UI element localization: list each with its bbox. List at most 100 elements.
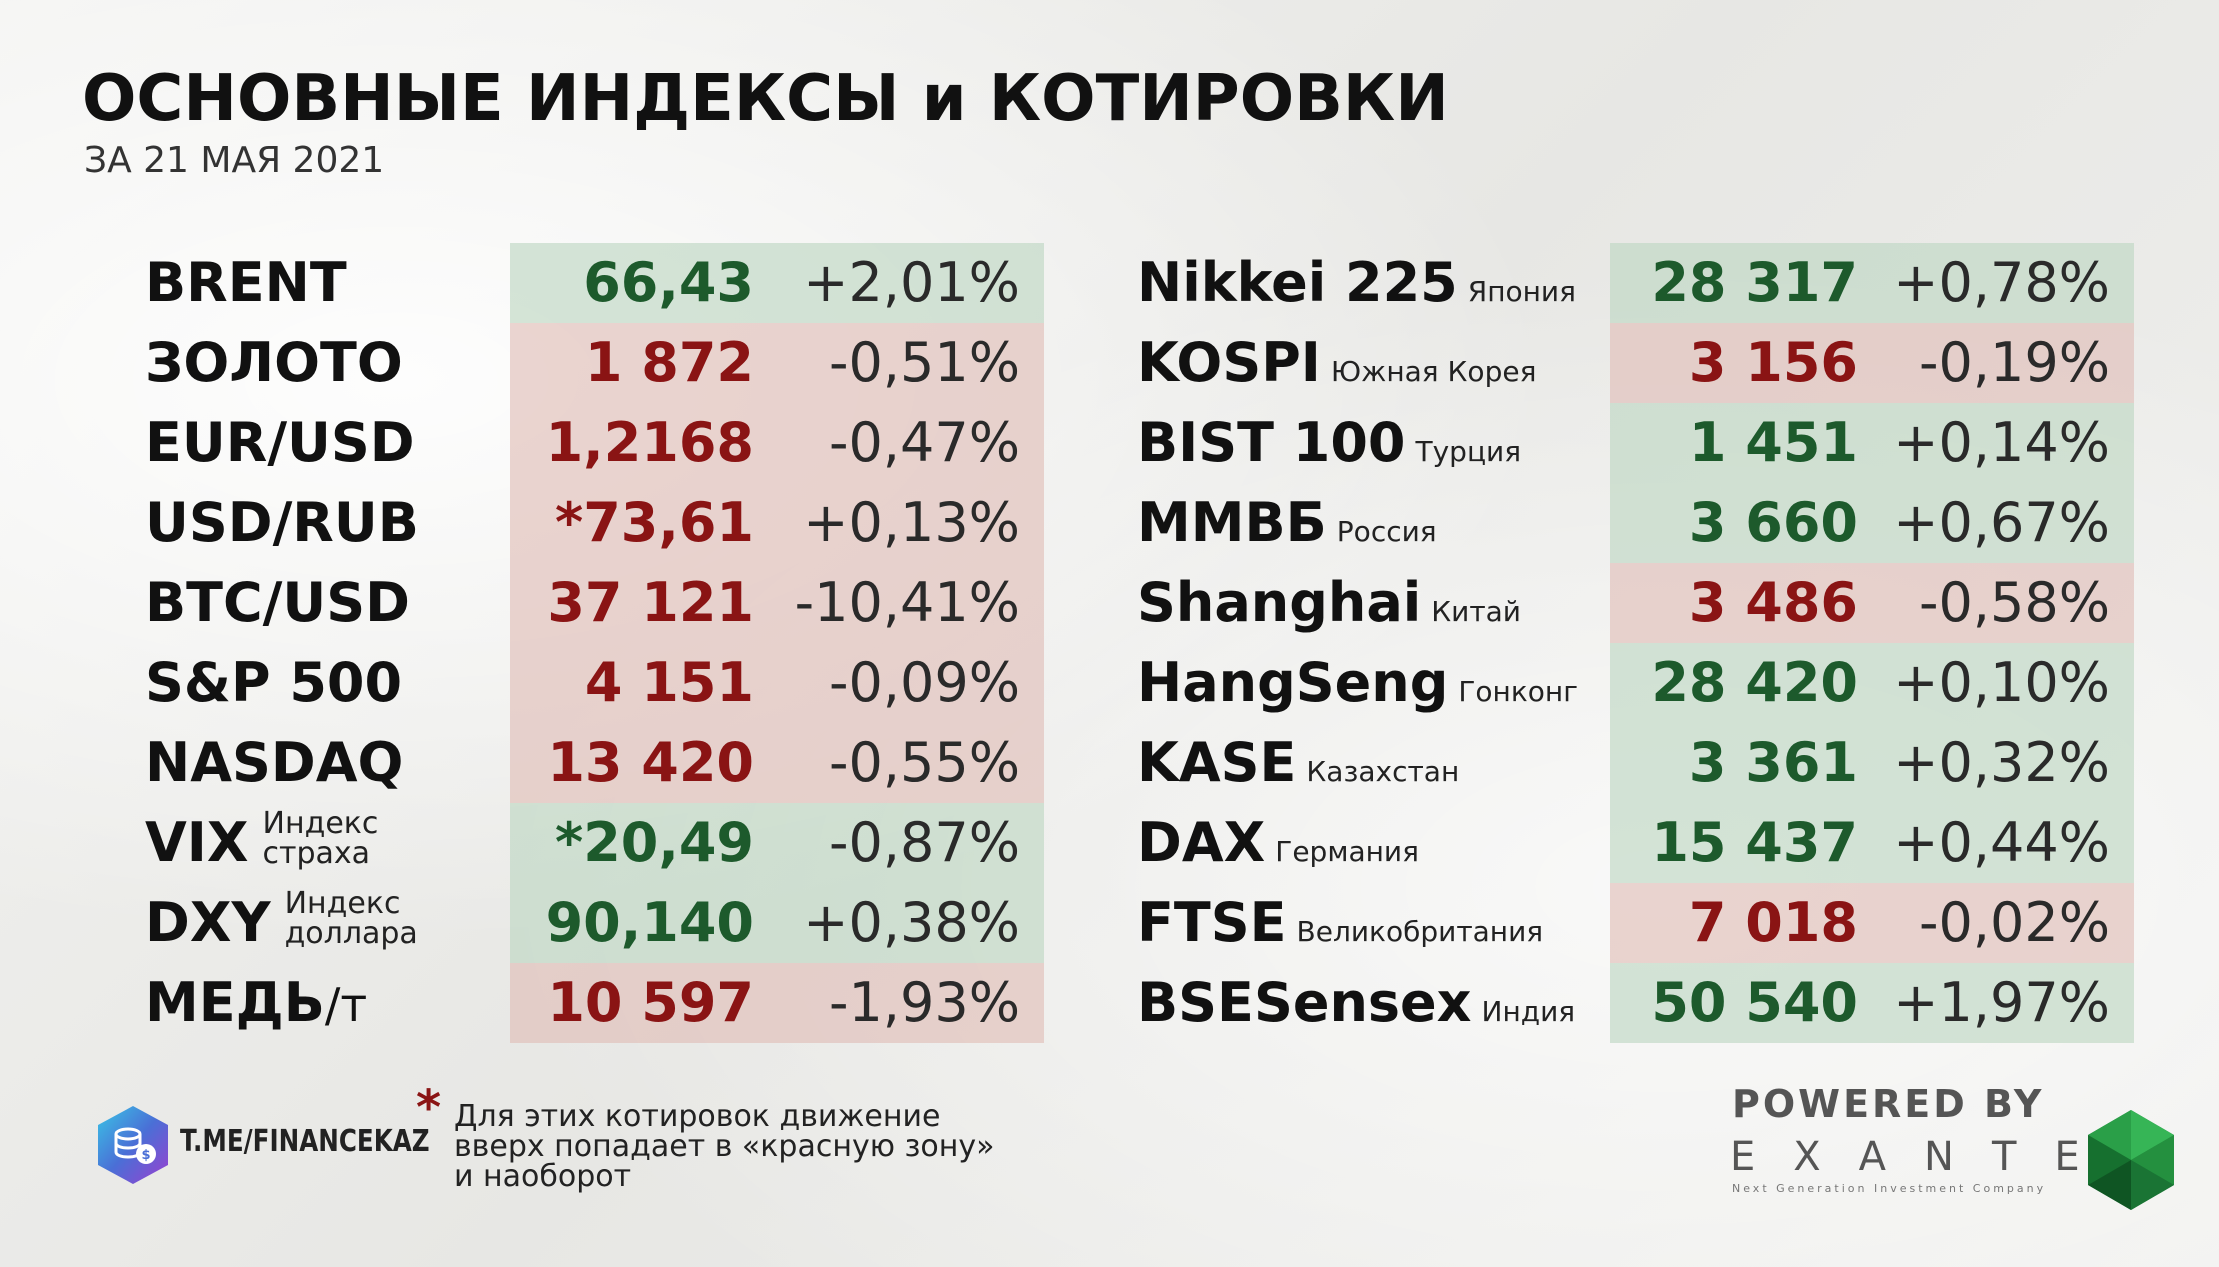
quote-label: BRENT <box>145 243 347 323</box>
quote-label: KOSPI Южная Корея <box>1137 323 1536 403</box>
quote-name: KOSPI <box>1137 331 1321 394</box>
value-band <box>1610 483 2134 563</box>
financekaz-logo-icon: $ <box>98 1106 168 1184</box>
quote-country: Казахстан <box>1306 755 1460 788</box>
quote-change: +0,44% <box>1893 811 2110 874</box>
quote-label: ММВБ Россия <box>1137 483 1437 563</box>
exante-logo-icon <box>2088 1110 2174 1210</box>
quote-label: ЗОЛОТО <box>145 323 403 403</box>
quote-name: KASE <box>1137 731 1297 794</box>
quote-change: -0,09% <box>828 651 1020 714</box>
quote-change: +1,97% <box>1893 971 2110 1034</box>
quote-value: 66,43 <box>583 251 754 314</box>
quote-change: +0,78% <box>1893 251 2110 314</box>
footnote-line: Для этих котировок движение <box>454 1099 941 1134</box>
quote-country: Россия <box>1336 515 1437 548</box>
powered-by-label: POWERED BY <box>1732 1082 2045 1126</box>
quote-name: Nikkei 225 <box>1137 251 1458 314</box>
quote-label: МЕДЬ/т <box>145 963 367 1043</box>
value-band <box>1610 563 2134 643</box>
value-band <box>510 243 1044 323</box>
quote-label: BIST 100 Турция <box>1137 403 1521 483</box>
quote-value: 3 156 <box>1688 331 1858 394</box>
quote-country: Китай <box>1431 595 1522 628</box>
quote-value: 3 660 <box>1688 491 1858 554</box>
quote-value: 4 151 <box>584 651 754 714</box>
value-band <box>1610 963 2134 1043</box>
quote-country: Индия <box>1481 995 1576 1028</box>
quote-name: EUR/USD <box>145 411 415 474</box>
quote-unit: /т <box>324 978 368 1032</box>
quote-country: Япония <box>1467 275 1576 308</box>
quote-change: +0,67% <box>1893 491 2110 554</box>
quote-label: VIX Индекс страха <box>145 803 378 883</box>
quote-country: Турция <box>1415 435 1522 468</box>
quote-description-line: Индекс <box>284 886 401 922</box>
quote-change: +0,32% <box>1893 731 2110 794</box>
quote-change: +2,01% <box>803 251 1020 314</box>
quote-change: -0,58% <box>1918 571 2110 634</box>
quote-value: 28 317 <box>1651 251 1858 314</box>
footnote-line: и наоборот <box>454 1159 632 1194</box>
quote-description-line: Индекс <box>262 806 379 842</box>
quote-name: FTSE <box>1137 891 1287 954</box>
quote-value: 50 540 <box>1651 971 1858 1034</box>
quote-label: DAX Германия <box>1137 803 1419 883</box>
value-band <box>510 643 1044 723</box>
quote-name: ЗОЛОТО <box>145 331 403 394</box>
quote-country: Южная Корея <box>1330 355 1537 388</box>
quote-value: 90,140 <box>545 891 754 954</box>
quote-change: -1,93% <box>828 971 1020 1034</box>
quote-value: 1,2168 <box>545 411 754 474</box>
quote-label: BSESensex Индия <box>1137 963 1575 1043</box>
quote-value: 15 437 <box>1651 811 1858 874</box>
exante-wordmark: EXANTE <box>1730 1134 2118 1180</box>
quote-label: USD/RUB <box>145 483 419 563</box>
quote-name: Shanghai <box>1137 571 1422 634</box>
quote-change: -0,02% <box>1918 891 2110 954</box>
quote-name: DAX <box>1137 811 1266 874</box>
quote-value: 7 018 <box>1688 891 1858 954</box>
quote-name: NASDAQ <box>145 731 404 794</box>
quote-value: 1 872 <box>584 331 754 394</box>
quote-value: 3 361 <box>1688 731 1858 794</box>
value-band <box>510 883 1044 963</box>
channel-link[interactable]: T.ME/FINANCEKAZ <box>180 1124 430 1159</box>
quote-description: Индекс доллара <box>285 889 418 949</box>
quote-change: -0,47% <box>828 411 1020 474</box>
value-band <box>1610 723 2134 803</box>
value-band <box>1610 643 2134 723</box>
quote-name: BRENT <box>145 251 347 314</box>
quote-name: USD/RUB <box>145 491 419 554</box>
quote-country: Великобритания <box>1296 915 1544 948</box>
value-band <box>510 723 1044 803</box>
value-band <box>1610 803 2134 883</box>
quote-label: BTC/USD <box>145 563 410 643</box>
quote-label: EUR/USD <box>145 403 415 483</box>
quote-label: Shanghai Китай <box>1137 563 1521 643</box>
quote-value: 37 121 <box>547 571 754 634</box>
quote-change: +0,14% <box>1893 411 2110 474</box>
quote-label: HangSeng Гонконг <box>1137 643 1578 723</box>
quote-label: FTSE Великобритания <box>1137 883 1543 963</box>
quote-name: МЕДЬ <box>145 971 325 1034</box>
page-title: ОСНОВНЫЕ ИНДЕКСЫ и КОТИРОВКИ <box>82 62 1449 136</box>
value-band <box>1610 403 2134 483</box>
quote-description-line: страха <box>262 836 371 872</box>
value-band <box>510 803 1044 883</box>
quote-change: -0,51% <box>828 331 1020 394</box>
quote-description-line: доллара <box>284 916 418 952</box>
value-band <box>510 963 1044 1043</box>
quote-label: S&P 500 <box>145 643 402 723</box>
value-band <box>510 323 1044 403</box>
quote-value: 3 486 <box>1688 571 1858 634</box>
quote-label: DXY Индекс доллара <box>145 883 418 963</box>
quote-value: *20,49 <box>554 811 754 874</box>
value-band <box>510 563 1044 643</box>
footnote-asterisk: * <box>416 1080 442 1136</box>
quote-change: -10,41% <box>794 571 1020 634</box>
quote-change: -0,55% <box>828 731 1020 794</box>
quote-description: Индекс страха <box>263 809 379 869</box>
quote-change: +0,38% <box>803 891 1020 954</box>
quote-country: Германия <box>1275 835 1419 868</box>
